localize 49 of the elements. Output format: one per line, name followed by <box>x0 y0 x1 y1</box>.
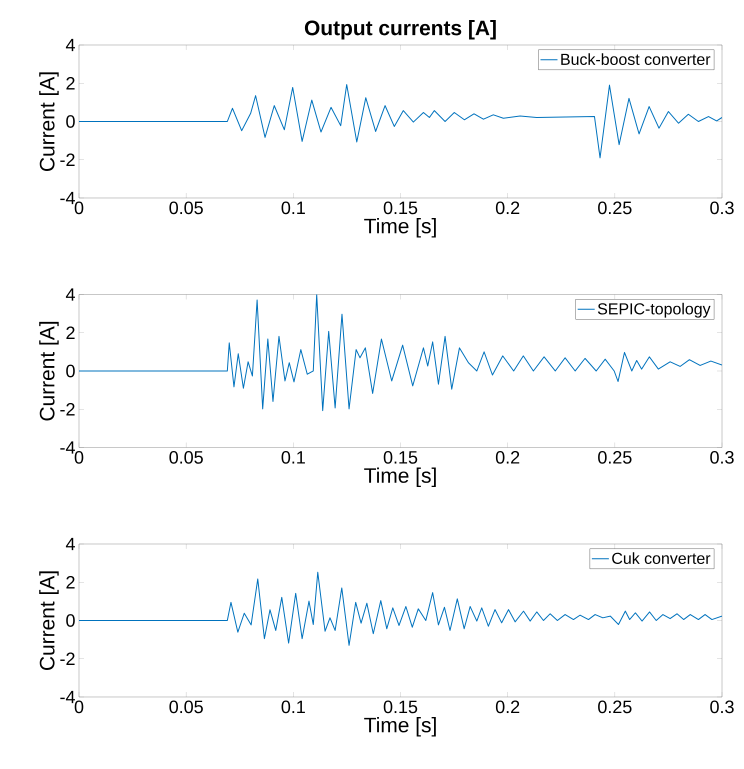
y-tick-label: -4 <box>60 192 75 204</box>
x-tick-label: 0.2 <box>496 700 520 714</box>
legend-label: Cuk converter <box>612 552 710 564</box>
y-tick-label: -4 <box>60 690 75 704</box>
x-tick-label: 0.1 <box>282 451 305 464</box>
legend-label: SEPIC-topology <box>598 302 711 318</box>
y-tick-label: -2 <box>60 153 75 166</box>
chart-title: Output currents [A] <box>304 20 496 40</box>
y-tick-label: 2 <box>66 76 75 90</box>
y-axis-title: Current [A] <box>39 72 59 172</box>
x-tick-label: 0.15 <box>384 700 418 714</box>
y-tick-label: -2 <box>60 652 75 666</box>
y-tick-label: 4 <box>66 538 75 550</box>
y-tick-label: -2 <box>60 402 75 416</box>
x-tick-label: 0.05 <box>169 700 203 714</box>
x-tick-label: 0.05 <box>169 451 203 464</box>
x-tick-label: 0.1 <box>282 700 305 714</box>
x-tick-label: 0 <box>74 451 84 464</box>
line-series <box>79 572 722 646</box>
x-axis-title: Time [s] <box>364 218 436 238</box>
x-tick-label: 0.25 <box>598 700 632 714</box>
y-tick-label: 0 <box>66 614 75 627</box>
x-tick-label: 0 <box>74 202 84 214</box>
x-axis-title: Time [s] <box>364 717 436 737</box>
x-tick-label: 0.3 <box>710 451 734 464</box>
y-tick-label: 2 <box>66 576 75 589</box>
y-tick-label: 0 <box>66 364 75 378</box>
y-tick-label: -4 <box>60 441 75 454</box>
y-axis-title: Current [A] <box>39 571 59 670</box>
x-tick-label: 0.05 <box>169 202 203 214</box>
x-tick-label: 0.2 <box>496 202 520 214</box>
legend-label: Buck-boost converter <box>561 53 710 65</box>
x-tick-label: 0.15 <box>384 202 418 214</box>
y-tick-label: 0 <box>66 115 75 128</box>
x-tick-label: 0 <box>74 700 84 714</box>
x-tick-label: 0.2 <box>496 451 520 464</box>
y-axis-title: Current [A] <box>39 322 59 421</box>
y-tick-label: 4 <box>66 38 75 52</box>
x-tick-label: 0.3 <box>710 700 734 714</box>
y-tick-label: 2 <box>66 326 75 340</box>
x-tick-label: 0.15 <box>384 451 418 464</box>
x-axis-title: Time [s] <box>364 468 436 488</box>
x-tick-label: 0.25 <box>598 202 632 214</box>
x-tick-label: 0.1 <box>282 202 305 214</box>
x-tick-label: 0.25 <box>598 451 632 464</box>
line-series <box>79 84 722 158</box>
y-tick-label: 4 <box>66 288 75 301</box>
x-tick-label: 0.3 <box>710 202 734 214</box>
line-series <box>79 294 722 412</box>
